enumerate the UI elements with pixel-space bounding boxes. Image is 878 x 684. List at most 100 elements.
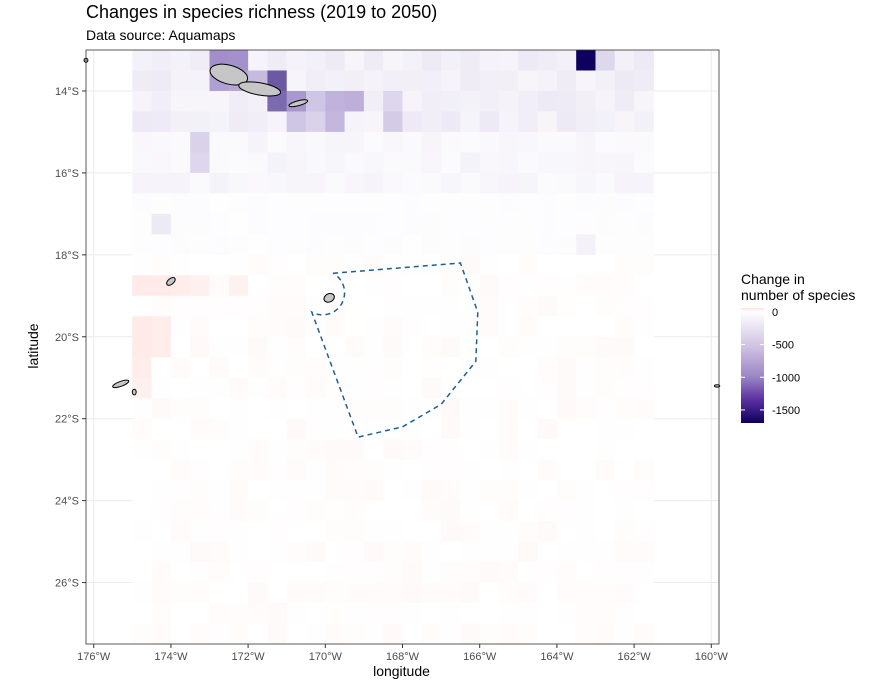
heatmap-cell <box>306 70 326 92</box>
heatmap-cell <box>595 50 616 71</box>
heatmap-cell <box>228 172 249 194</box>
heatmap-cell <box>498 111 519 133</box>
heatmap-cell <box>518 521 539 543</box>
island-shape <box>209 63 249 86</box>
heatmap-cell <box>576 254 596 276</box>
heatmap-cell <box>498 131 519 153</box>
heatmap-cell <box>383 459 403 481</box>
heatmap-cell <box>518 70 539 92</box>
heatmap-cell <box>383 131 403 153</box>
heatmap-cell <box>325 377 346 399</box>
heatmap-cell <box>248 275 268 297</box>
heatmap-cell <box>556 295 577 317</box>
heatmap-cell <box>383 541 403 563</box>
heatmap-cell <box>344 582 365 604</box>
heatmap-cell <box>248 500 268 522</box>
heatmap-cell <box>634 521 654 543</box>
heatmap-cell <box>190 131 211 153</box>
legend-title: Change in number of species <box>741 271 855 303</box>
heatmap-cell <box>479 439 500 461</box>
heatmap-cell <box>151 316 172 338</box>
heatmap-cell <box>634 70 654 92</box>
heatmap-cell <box>460 336 481 358</box>
heatmap-cell <box>325 152 346 174</box>
heatmap-cell <box>325 50 346 71</box>
heatmap-cell <box>614 152 635 174</box>
heatmap-cell <box>460 131 481 153</box>
heatmap-cell <box>460 480 481 502</box>
heatmap-cell <box>306 541 326 563</box>
heatmap-cell <box>595 254 616 276</box>
heatmap-cell <box>498 459 519 481</box>
heatmap-cell <box>325 562 346 584</box>
heatmap-cell <box>518 377 539 399</box>
x-tick-label: 172°W <box>232 651 266 663</box>
heatmap-cell <box>614 500 635 522</box>
heatmap-cell <box>460 152 481 174</box>
heatmap-cell <box>325 213 346 235</box>
heatmap-cell <box>614 50 635 71</box>
heatmap-cell <box>441 582 461 604</box>
heatmap-cell <box>614 398 635 420</box>
heatmap-cell <box>402 316 423 338</box>
heatmap-cell <box>441 480 461 502</box>
heatmap-cell <box>634 152 654 174</box>
heatmap-cell <box>151 111 172 133</box>
heatmap-cell <box>190 254 211 276</box>
heatmap-cell <box>170 377 191 399</box>
heatmap-cell <box>190 275 211 297</box>
heatmap-cell <box>556 439 577 461</box>
y-tick-label: 16°S <box>55 168 79 180</box>
heatmap-cell <box>344 541 365 563</box>
heatmap-cell <box>576 541 596 563</box>
heatmap-cell <box>498 295 519 317</box>
heatmap-cell <box>537 459 558 481</box>
y-axis: 14°S 16°S 18°S 20°S 22°S 24°S 26°S <box>55 86 86 590</box>
heatmap-cell <box>576 213 596 235</box>
heatmap-cell <box>306 336 326 358</box>
heatmap-cell <box>537 275 558 297</box>
heatmap-cell <box>248 603 268 625</box>
heatmap-cell <box>306 418 326 440</box>
heatmap-cell <box>209 500 230 522</box>
heatmap-cell <box>306 377 326 399</box>
heatmap-cell <box>634 377 654 399</box>
heatmap-cell <box>518 50 539 71</box>
heatmap-cell <box>537 562 558 584</box>
heatmap-cell <box>421 357 442 379</box>
heatmap-cell <box>421 90 442 112</box>
x-tick-label: 162°W <box>618 651 652 663</box>
heatmap-cell <box>363 377 384 399</box>
heatmap-cell <box>556 316 577 338</box>
heatmap-cell <box>363 398 384 420</box>
heatmap-cell <box>306 500 326 522</box>
heatmap-cell <box>132 111 153 133</box>
heatmap-cell <box>460 582 481 604</box>
heatmap-cell <box>267 172 288 194</box>
heatmap-cell <box>556 459 577 481</box>
heatmap-cell <box>576 111 596 133</box>
heatmap-cell <box>306 603 326 625</box>
heatmap-cell <box>556 172 577 194</box>
heatmap-cell <box>248 418 268 440</box>
heatmap-cell <box>228 541 249 563</box>
heatmap-cell <box>537 172 558 194</box>
heatmap-cell <box>595 152 616 174</box>
heatmap-cell <box>286 111 307 133</box>
heatmap-cell <box>556 336 577 358</box>
heatmap-cell <box>518 459 539 481</box>
heatmap-cell <box>537 582 558 604</box>
heatmap-cell <box>518 439 539 461</box>
heatmap-cell <box>556 480 577 502</box>
heatmap-cell <box>402 541 423 563</box>
heatmap-cell <box>595 377 616 399</box>
heatmap-cell <box>383 50 403 71</box>
heatmap-cell <box>537 152 558 174</box>
heatmap-cell <box>479 172 500 194</box>
x-axis: 176°W 174°W 172°W 170°W 168°W 166°W 164°W 162°W… <box>77 644 728 663</box>
heatmap-cell <box>556 234 577 256</box>
heatmap-cell <box>228 582 249 604</box>
heatmap-cell <box>518 582 539 604</box>
heatmap-cell <box>421 152 442 174</box>
heatmap-cell <box>151 131 172 153</box>
